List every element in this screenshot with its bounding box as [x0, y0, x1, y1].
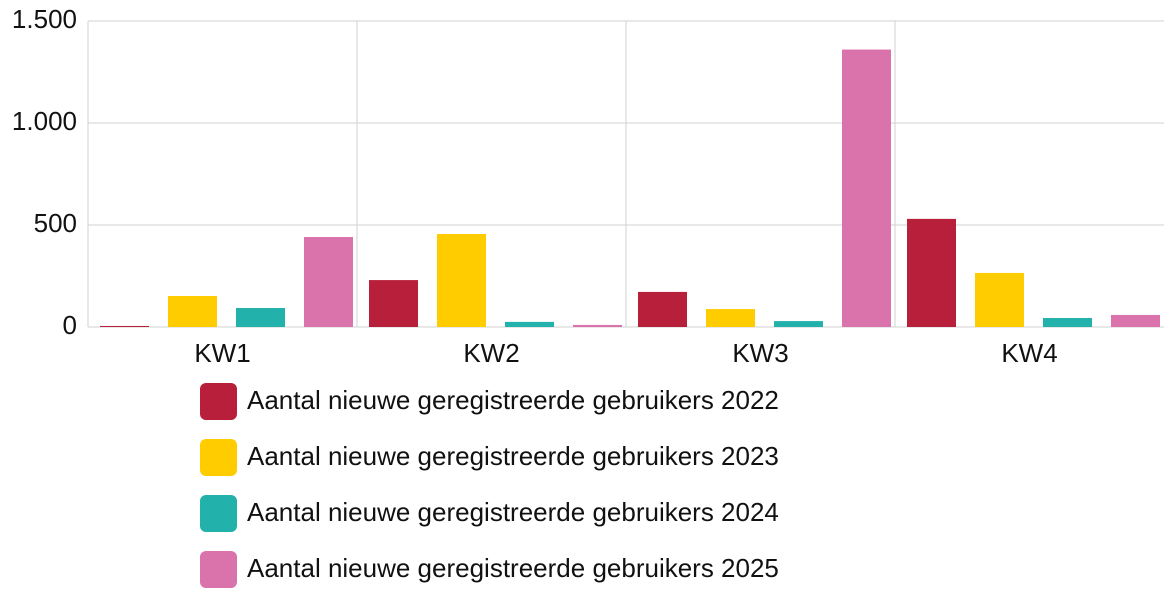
bar	[236, 308, 285, 327]
x-tick-label: KW2	[463, 338, 519, 368]
legend-label: Aantal nieuwe geregistreerde gebruikers …	[247, 441, 779, 471]
bar	[304, 237, 353, 327]
bar	[706, 309, 755, 327]
bar	[369, 280, 418, 327]
legend-label: Aantal nieuwe geregistreerde gebruikers …	[247, 497, 779, 527]
x-tick-label: KW1	[194, 338, 250, 368]
x-tick-label: KW3	[732, 338, 788, 368]
legend-label: Aantal nieuwe geregistreerde gebruikers …	[247, 385, 779, 415]
bar	[573, 324, 622, 327]
bar	[975, 272, 1024, 327]
bar	[100, 325, 149, 327]
bar	[638, 291, 687, 327]
legend-swatch	[200, 383, 237, 420]
bar	[907, 218, 956, 327]
y-tick-label: 1.000	[12, 106, 77, 136]
x-tick-label: KW4	[1001, 338, 1057, 368]
legend-swatch	[200, 551, 237, 588]
y-tick-label: 500	[34, 208, 77, 238]
bar	[437, 233, 486, 327]
bar	[505, 321, 554, 327]
y-tick-label: 1.500	[12, 4, 77, 34]
bar	[168, 295, 217, 327]
bar	[1111, 314, 1160, 327]
bar	[774, 321, 823, 327]
bar	[842, 49, 891, 328]
legend-label: Aantal nieuwe geregistreerde gebruikers …	[247, 553, 779, 583]
y-tick-label: 0	[63, 310, 77, 340]
bar	[1043, 318, 1092, 327]
legend-swatch	[200, 495, 237, 532]
legend-swatch	[200, 439, 237, 476]
